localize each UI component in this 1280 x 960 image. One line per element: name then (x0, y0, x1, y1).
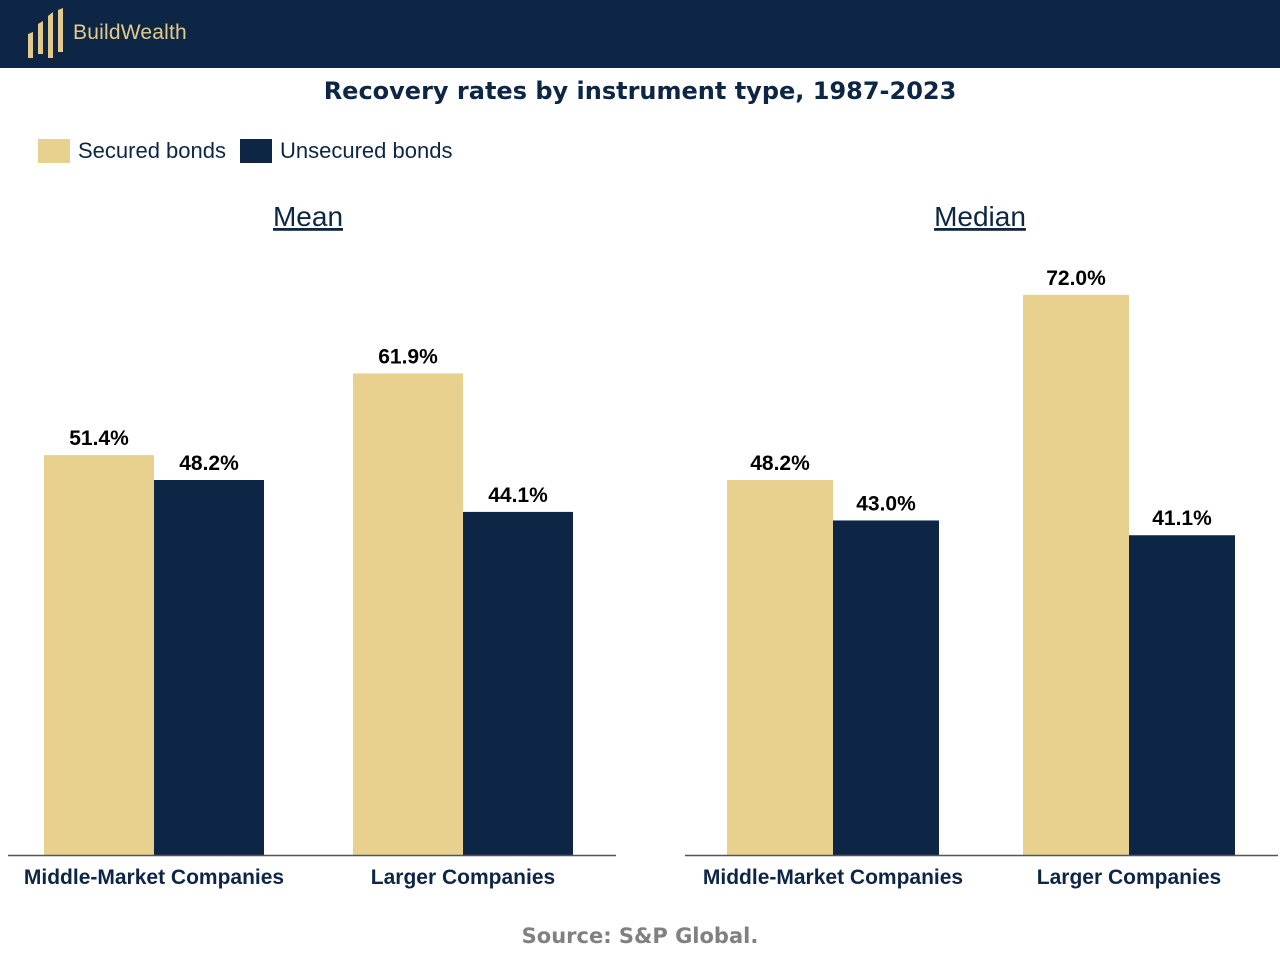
data-label: 41.1% (1152, 507, 1212, 530)
data-label: 44.1% (488, 484, 548, 507)
bar-secured (1023, 294, 1129, 856)
header-bar: BuildWealth (0, 0, 1280, 68)
category-label: Middle-Market Companies (24, 866, 284, 889)
category-label: Larger Companies (1037, 866, 1221, 889)
chart-legend: Secured bonds Unsecured bonds (38, 138, 466, 164)
data-label: 61.9% (378, 345, 438, 368)
data-label: 48.2% (750, 452, 810, 475)
category-label: Middle-Market Companies (703, 866, 963, 889)
legend-swatch-unsecured (240, 139, 272, 163)
bar-unsecured (154, 480, 264, 855)
chart-title: Recovery rates by instrument type, 1987-… (323, 77, 957, 105)
category-label: Larger Companies (371, 866, 555, 889)
legend-label-secured: Secured bonds (78, 138, 226, 163)
panel-subtitle: Mean (273, 201, 343, 232)
data-label: 43.0% (856, 492, 916, 515)
brand-name: BuildWealth (73, 21, 187, 44)
legend-swatch-secured (38, 139, 70, 163)
bar-secured (727, 480, 833, 855)
panel-subtitle: Median (934, 201, 1026, 232)
legend-label-unsecured: Unsecured bonds (280, 138, 453, 163)
bar-secured (353, 373, 463, 855)
data-label: 51.4% (69, 427, 129, 450)
bar-unsecured (1129, 535, 1235, 855)
bar-unsecured (833, 520, 939, 855)
legend-item-secured: Secured bonds (38, 138, 226, 164)
data-label: 72.0% (1046, 267, 1106, 290)
data-label: 48.2% (179, 452, 239, 475)
buildwealth-logo-icon (28, 8, 63, 58)
source-note: Source: S&P Global. (521, 924, 759, 948)
bar-chart: Mean 51.4% 48.2% Middle-Market Companies 61.… (8, 201, 1278, 889)
bar-unsecured (463, 511, 573, 855)
bar-secured (44, 455, 154, 855)
legend-item-unsecured: Unsecured bonds (240, 138, 452, 164)
